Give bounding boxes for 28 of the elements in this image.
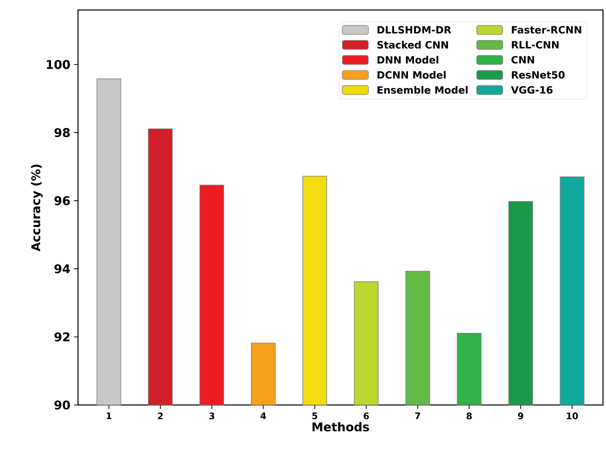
x-tick-label: 3 [209,412,214,420]
legend-label: CNN [511,56,534,64]
legend-label: RLL-CNN [512,40,559,49]
x-tick-label: 1 [106,412,112,420]
legend-label: DNN Model [378,56,438,64]
x-tick-label: 2 [158,412,163,420]
x-axis-title: Methods [312,422,369,432]
y-tick-label: 96 [54,196,70,206]
y-tick-label: 92 [54,332,70,342]
y-axis-title: Accuracy (%) [31,164,43,252]
legend-label: Stacked CNN [377,40,448,49]
legend-label: Ensemble Model [378,86,468,94]
x-tick-label: 10 [566,412,578,420]
x-tick-label: 6 [364,412,369,420]
x-tick-label: 7 [415,412,420,420]
legend-label: DLLSHDM-DR [378,26,452,34]
legend-label: DCNN Model [378,70,446,79]
legend-label: VGG-16 [511,86,553,94]
x-tick-label: 8 [466,412,472,420]
legend-label: Faster-RCNN [512,26,582,34]
y-tick-label: 98 [54,128,70,138]
y-tick-label: 100 [46,60,70,69]
x-tick-label: 4 [260,412,266,420]
x-tick-label: 5 [312,412,318,420]
y-tick-label: 94 [54,264,70,274]
y-tick-label: 90 [54,400,70,410]
x-tick-label: 9 [518,412,524,420]
legend-label: ResNet50 [512,71,565,79]
